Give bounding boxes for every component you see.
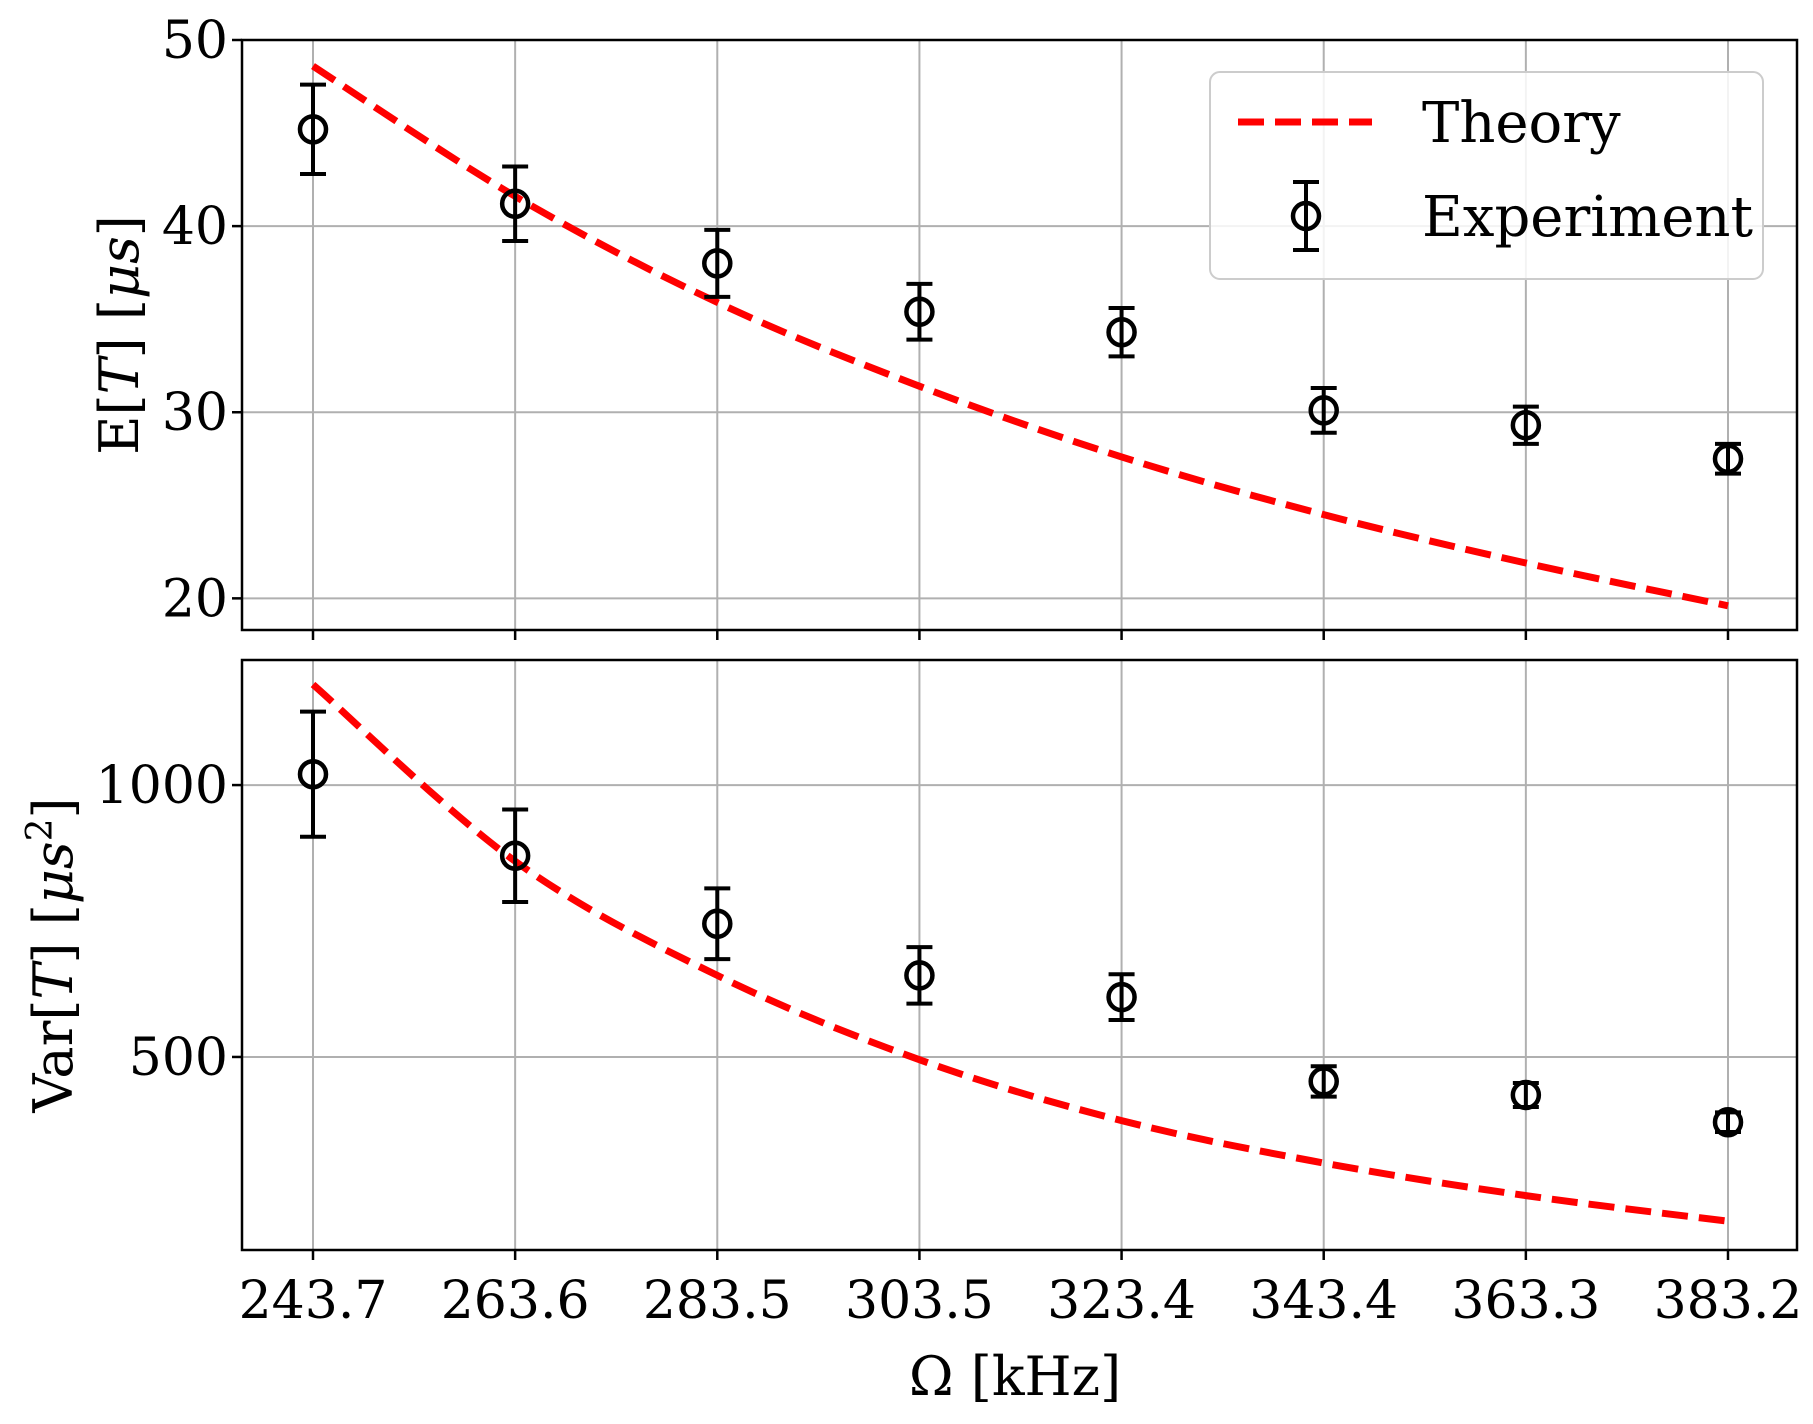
bot-experiment-marker [1308, 1066, 1339, 1097]
top-y-axis-label: E[T] [μs] [88, 215, 151, 455]
legend-box [1209, 71, 1764, 280]
x-tick-label: 343.4 [1249, 1271, 1398, 1331]
bot-experiment-point [297, 709, 329, 839]
top-experiment-point [1510, 404, 1542, 446]
bot-experiment-marker [297, 758, 329, 790]
top-experiment-point [499, 164, 531, 244]
top-experiment-marker [499, 188, 531, 220]
bot-experiment-point [1510, 1079, 1542, 1111]
top-experiment-marker [702, 248, 733, 279]
x-axis-label: Ω [kHz] [909, 1345, 1121, 1408]
bot-experiment-point [499, 807, 531, 904]
top-experiment-marker [1712, 443, 1744, 475]
top-experiment-point [1712, 441, 1744, 476]
top-experiment-marker [1308, 395, 1339, 426]
bot-experiment-point [1712, 1106, 1744, 1138]
x-tick-label: 383.2 [1654, 1271, 1803, 1331]
bot-experiment-marker [1106, 981, 1137, 1013]
bottom-experiment-points [297, 709, 1744, 1138]
bottom-y-axis-label: Var[T] [μs2] [20, 797, 86, 1113]
legend-experiment-swatch [1290, 180, 1322, 252]
top-experiment-point [904, 281, 935, 342]
bot-y-tick-label: 1000 [96, 756, 228, 816]
bot-experiment-marker [904, 960, 935, 991]
bot-experiment-point [904, 945, 935, 1006]
x-tick-label: 283.5 [643, 1271, 792, 1331]
top-experiment-point [297, 82, 329, 177]
bot-experiment-marker [702, 908, 733, 939]
bottom-grid [242, 660, 1797, 1250]
top-experiment-point [1308, 386, 1339, 435]
x-tick-label: 263.6 [441, 1271, 590, 1331]
legend-experiment-label: Experiment [1422, 185, 1753, 250]
top-y-tick-label: 20 [162, 569, 228, 629]
bot-experiment-point [702, 886, 733, 962]
top-experiment-marker [904, 296, 935, 327]
top-y-tick-label: 40 [162, 197, 228, 257]
top-plot-frame [240, 38, 1799, 632]
bot-experiment-marker [1712, 1106, 1744, 1138]
bot-y-tick-label: 500 [129, 1028, 228, 1088]
top-theory-line [311, 63, 1729, 610]
bottom-panel: 500 1000 243.7 263.6 283.5 303.5 323.4 343.4 36… [20, 658, 1803, 1408]
top-experiment-point [1106, 306, 1137, 359]
legend: Theory Experiment [1209, 71, 1764, 280]
bot-experiment-marker [1510, 1079, 1542, 1111]
bottom-plot-frame [240, 658, 1799, 1252]
bot-experiment-point [1106, 972, 1137, 1022]
top-experiment-points [297, 82, 1744, 476]
top-y-tick-label: 50 [162, 11, 228, 71]
legend-theory-label: Theory [1422, 91, 1621, 156]
bottom-y-ticks: 500 1000 [96, 756, 242, 1088]
x-tick-label: 243.7 [239, 1271, 388, 1331]
top-x-ticks [311, 630, 1730, 640]
bot-experiment-marker [499, 840, 531, 872]
bottom-x-ticks: 243.7 263.6 283.5 303.5 323.4 343.4 363.3 383.2 [239, 1250, 1803, 1331]
top-y-ticks: 20 30 40 50 [162, 11, 242, 629]
top-y-tick-label: 30 [162, 383, 228, 443]
bottom-theory-line [310, 681, 1729, 1225]
top-experiment-marker [1510, 410, 1542, 441]
top-panel: 20 30 40 50 E[T] [μs] Theory Experiment [88, 11, 1799, 640]
bot-experiment-point [1308, 1064, 1339, 1099]
x-tick-label: 303.5 [845, 1271, 994, 1331]
top-experiment-marker [1106, 316, 1137, 348]
x-tick-label: 363.3 [1451, 1271, 1600, 1331]
top-experiment-marker [297, 114, 329, 145]
top-experiment-point [702, 227, 733, 299]
x-tick-label: 323.4 [1047, 1271, 1196, 1331]
